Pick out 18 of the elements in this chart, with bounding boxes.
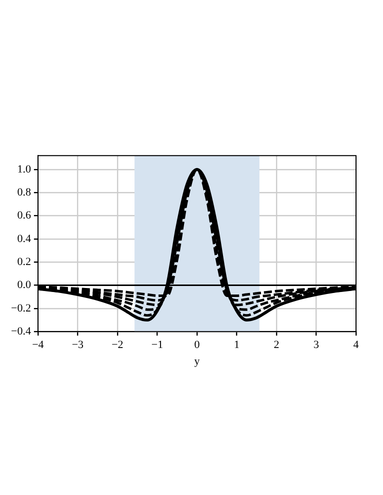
y-tick-label: 0.8 [17,186,32,199]
y-tick-label: 0.0 [17,279,32,292]
x-tick-label: 2 [274,339,280,352]
x-tick-label: −3 [72,339,84,352]
x-tick-label: 0 [194,339,200,352]
x-tick-label: 4 [353,339,360,352]
y-tick-label: 0.4 [17,232,32,245]
y-tick-label: 0.6 [17,210,32,222]
y-tick-label: 1.0 [17,163,32,176]
x-tick-label: 1 [234,339,240,352]
x-tick-label: 3 [313,339,320,352]
x-tick-label: −2 [112,339,124,352]
x-axis-title: y [194,355,200,368]
y-tick-label: −0.2 [10,302,31,314]
x-tick-label: −4 [32,339,44,352]
y-tick-label: 0.2 [17,256,31,268]
x-tick-label: −1 [151,339,164,352]
y-tick-label: −0.4 [10,325,32,338]
